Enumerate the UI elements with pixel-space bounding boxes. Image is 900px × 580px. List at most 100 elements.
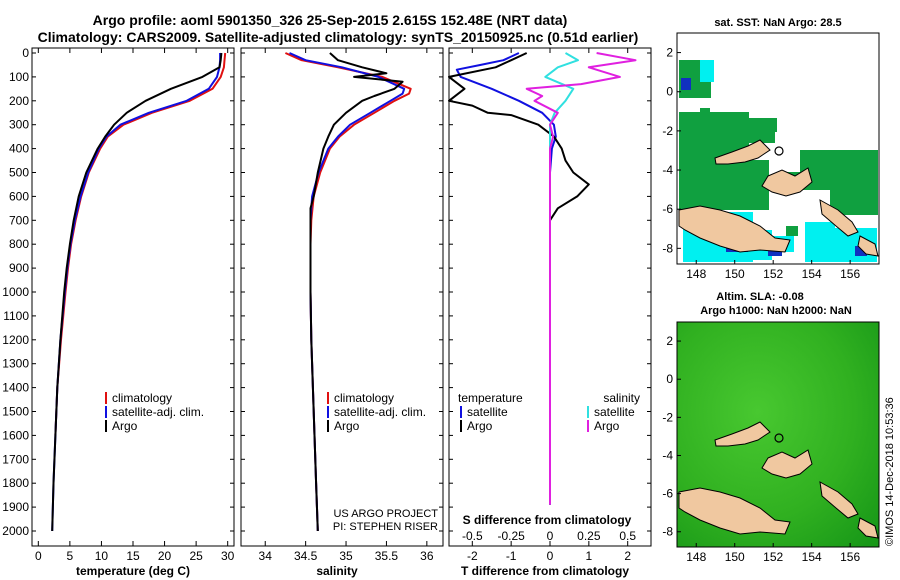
- legend-label-argo: Argo: [334, 419, 360, 433]
- difference-series: [448, 52, 637, 505]
- lat-tick-label: 2: [666, 334, 673, 348]
- s-diff-tick-label: -0.25: [497, 529, 525, 543]
- depth-tick-label: 1000: [2, 285, 29, 299]
- series-line-argo: [309, 52, 404, 532]
- land-solomons: [857, 235, 879, 257]
- temperature-panel-frame: [31, 47, 235, 547]
- legend-label-satellite: satellite-adj. clim.: [112, 405, 204, 419]
- x-tick-label: 30: [221, 549, 235, 563]
- lon-tick-label: 150: [725, 550, 745, 564]
- lon-tick-label: 150: [725, 267, 745, 281]
- sst-patch: [690, 180, 730, 205]
- x-tick-label: 36: [420, 549, 434, 563]
- depth-tick-label: 600: [9, 189, 29, 203]
- x-tick-label: 15: [126, 549, 140, 563]
- depth-tick-label: 1200: [2, 333, 29, 347]
- x-tick-label: 0: [547, 549, 554, 563]
- lon-tick-label: 152: [763, 550, 783, 564]
- x-tick-label: 20: [158, 549, 172, 563]
- sst-land: [678, 139, 879, 257]
- sla-map-title-2: Argo h1000: NaN h2000: NaN: [700, 305, 852, 317]
- lat-tick-label: 0: [666, 372, 673, 386]
- sst-argo-marker: [774, 146, 784, 156]
- lat-tick-label: -6: [662, 487, 673, 501]
- lon-tick-label: 152: [763, 267, 783, 281]
- salinity-panel-frame: [240, 47, 444, 547]
- sla-map: 148 150 152 154 156 2 0 -2 -4 -6 -8: [662, 321, 880, 564]
- x-tick-label: 1: [586, 549, 593, 563]
- depth-tick-label: 800: [9, 237, 29, 251]
- depth-axis: 0 100 200 300 400 500 600 700 800 900 1000 1100 1200…: [2, 46, 651, 538]
- land-new-ireland: [714, 139, 771, 165]
- t-difference-x-ticks: -2 -1 0 1 2: [467, 48, 631, 563]
- legend-label-s-argo: Argo: [594, 419, 620, 433]
- lon-tick-label: 148: [686, 550, 706, 564]
- x-tick-label: -2: [467, 549, 478, 563]
- lat-tick-label: 2: [666, 46, 673, 60]
- land-new-ireland: [714, 421, 771, 447]
- s-diff-tick-label: 0: [547, 529, 554, 543]
- sst-patch: [700, 108, 710, 120]
- depth-tick-label: 1500: [2, 405, 29, 419]
- depth-tick-label: 700: [9, 213, 29, 227]
- sst-map-title: sat. SST: NaN Argo: 28.5: [714, 17, 841, 29]
- depth-tick-label: 200: [9, 94, 29, 108]
- x-tick-label: 35.5: [375, 549, 399, 563]
- sst-patch: [800, 150, 878, 190]
- lon-tick-label: 154: [802, 267, 822, 281]
- sst-patch: [765, 118, 777, 132]
- land-solomons: [857, 517, 879, 539]
- x-tick-label: 34.5: [294, 549, 318, 563]
- sla-argo-marker: [774, 433, 784, 443]
- s-difference-x-ticks: -0.5 -0.25 0 0.25 0.5: [462, 529, 636, 543]
- temperature-x-ticks: 0 5 10 15 20 25 30: [35, 48, 235, 563]
- lat-tick-label: -2: [662, 410, 673, 424]
- title-line-2: Climatology: CARS2009. Satellite-adjuste…: [38, 29, 639, 45]
- s-difference-x-label: S difference from climatology: [463, 513, 632, 527]
- x-tick-label: 25: [189, 549, 203, 563]
- lon-tick-label: 156: [840, 267, 860, 281]
- x-tick-label: 5: [67, 549, 74, 563]
- legend-label-t-argo: Argo: [467, 419, 493, 433]
- sst-patch: [681, 78, 691, 90]
- lon-tick-label: 156: [840, 550, 860, 564]
- lon-tick-label: 148: [686, 267, 706, 281]
- lat-tick-label: -8: [662, 525, 673, 539]
- depth-tick-label: 1800: [2, 476, 29, 490]
- difference-legend: temperature satellite Argo salinity sate…: [458, 391, 640, 433]
- lat-tick-label: 0: [666, 85, 673, 99]
- depth-tick-label: 2000: [2, 524, 29, 538]
- series-line-argo: [51, 52, 223, 532]
- s-diff-tick-label: -0.5: [462, 529, 483, 543]
- land-new-guinea: [678, 487, 791, 535]
- sst-patch: [805, 222, 835, 262]
- sst-map: 148 150 152 154 156 2 0 -2 -4 -6 -8: [662, 32, 880, 281]
- depth-tick-label: 1700: [2, 452, 29, 466]
- depth-tick-label: 1100: [3, 309, 29, 323]
- lon-tick-label: 154: [802, 550, 822, 564]
- salinity-series: [284, 52, 412, 532]
- x-tick-label: 35: [339, 549, 353, 563]
- sst-patch: [855, 246, 867, 256]
- legend-label-s-satellite: satellite: [594, 405, 635, 419]
- depth-tick-label: 300: [9, 118, 29, 132]
- salinity-x-ticks: 34 34.5 35 35.5 36: [259, 48, 434, 563]
- salinity-x-label: salinity: [316, 564, 358, 578]
- sla-map-ticks: 148 150 152 154 156 2 0 -2 -4 -6 -8: [662, 334, 860, 564]
- sst-map-ticks: 148 150 152 154 156 2 0 -2 -4 -6 -8: [662, 46, 860, 281]
- x-tick-label: -1: [506, 549, 517, 563]
- land-new-britain: [761, 449, 813, 479]
- pi-label: PI: STEPHEN RISER: [333, 521, 438, 533]
- lat-tick-label: -8: [662, 241, 673, 255]
- depth-tick-label: 500: [9, 166, 29, 180]
- lat-tick-label: -4: [662, 163, 673, 177]
- x-tick-label: 34: [259, 549, 273, 563]
- lat-tick-label: -6: [662, 202, 673, 216]
- legend-label-climatology: climatology: [112, 391, 172, 405]
- title-line-1: Argo profile: aoml 5901350_326 25-Sep-20…: [93, 12, 568, 28]
- salinity-legend: climatology satellite-adj. clim. Argo: [327, 391, 426, 433]
- land-bougainville: [819, 199, 859, 237]
- t-difference-x-label: T difference from climatology: [461, 564, 629, 578]
- legend-title-temperature: temperature: [458, 391, 523, 405]
